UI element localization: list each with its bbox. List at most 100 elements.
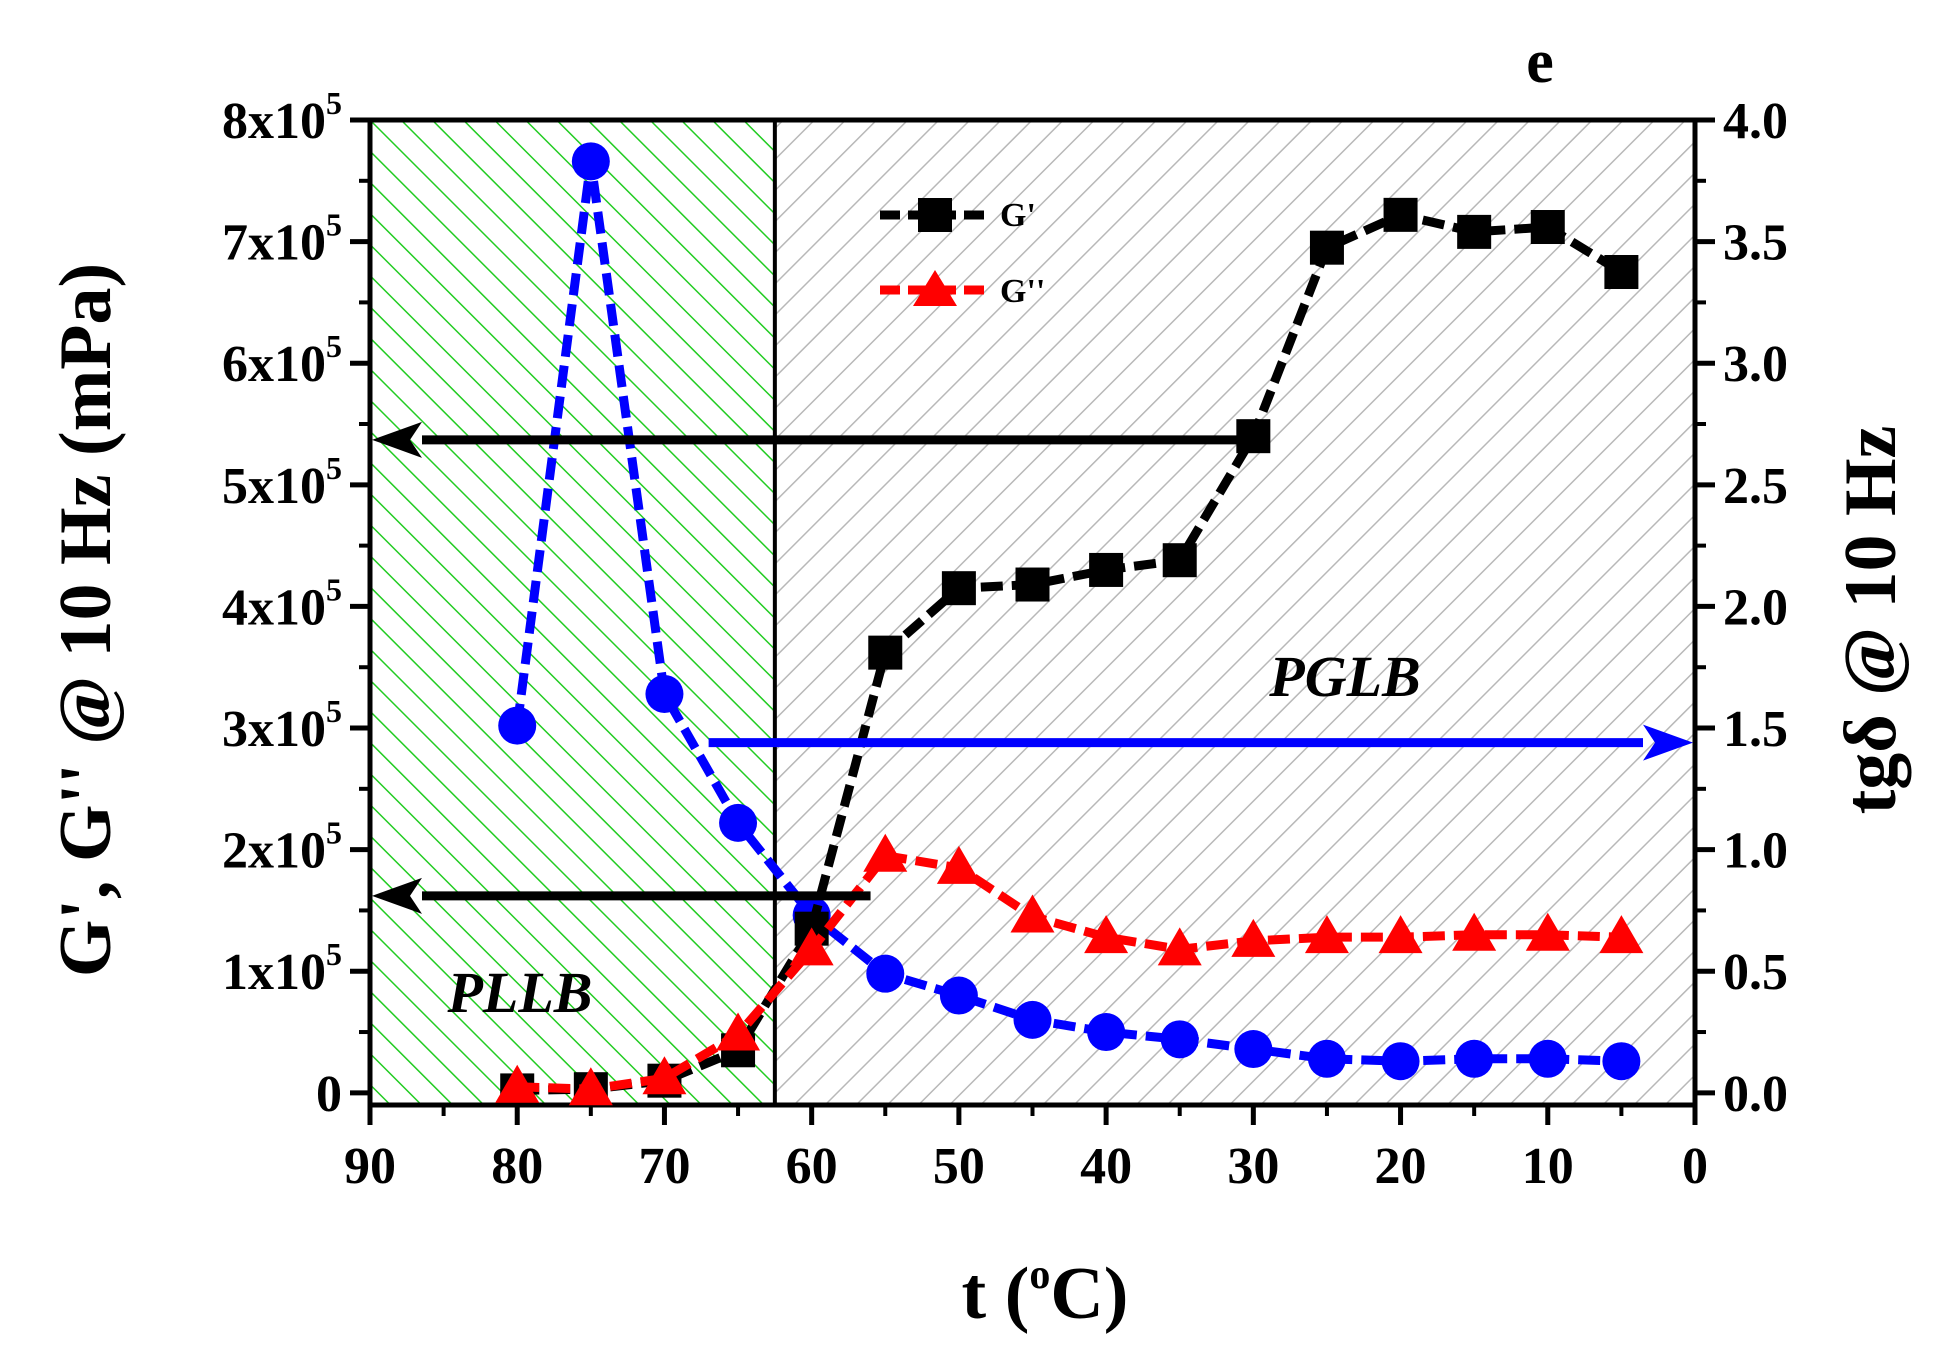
data-point-tan-delta	[866, 954, 905, 993]
panel-label: e	[1526, 28, 1554, 96]
y-tick-label: 1x105	[222, 936, 342, 1001]
data-point-tan-delta	[1528, 1039, 1567, 1078]
data-point-tan-delta	[1160, 1020, 1199, 1059]
axis-arrow-g-prime	[372, 877, 871, 914]
series-g-double-prime	[495, 833, 1644, 1106]
data-point-g-prime	[1162, 543, 1197, 578]
x-axis-title-suffix: C)	[1050, 1253, 1128, 1335]
y-tick-label: 6x105	[222, 328, 342, 393]
y2-tick-label: 3.0	[1723, 336, 1788, 393]
x-axis-title-prefix: t (	[962, 1253, 1030, 1335]
axes: 90 80 70 60 50 40 30 20 10 0 0 1x105 2x105 3x105 4x105…	[222, 85, 1788, 1195]
x-tick-label: 0	[1682, 1138, 1708, 1195]
data-point-g-prime	[941, 571, 976, 606]
y2-tick-label: 0.5	[1723, 944, 1788, 1001]
data-point-g-double-prime	[1378, 915, 1423, 954]
region-pglb	[774, 120, 1695, 1105]
series-g-prime	[500, 197, 1639, 1108]
x-tick-label: 20	[1375, 1138, 1427, 1195]
y2-tick-label: 2.0	[1723, 579, 1788, 636]
data-point-g-double-prime	[1157, 927, 1202, 966]
region-backgrounds	[370, 120, 1695, 1105]
x-tick-label: 50	[933, 1138, 985, 1195]
y2-tick-label: 4.0	[1723, 93, 1788, 150]
data-point-tan-delta	[1013, 1000, 1052, 1039]
axis-arrow-g-prime	[372, 421, 1254, 458]
data-point-tan-delta	[1381, 1042, 1420, 1081]
data-point-g-prime	[1383, 197, 1418, 232]
y-tick-label: 4x105	[222, 571, 342, 636]
data-point-tan-delta	[939, 976, 978, 1015]
data-point-tan-delta	[1455, 1039, 1494, 1078]
series-line-g-double-prime	[517, 851, 1622, 1094]
data-point-g-double-prime	[1599, 915, 1644, 954]
y-tick-label: 5x105	[222, 450, 342, 515]
data-point-tan-delta	[571, 142, 610, 181]
data-point-g-prime	[1604, 255, 1639, 290]
y2-tick-label: 3.5	[1723, 215, 1788, 272]
y2-tick-label: 0.0	[1723, 1066, 1788, 1123]
data-point-tan-delta	[645, 674, 684, 713]
y-tick-label: 3x105	[222, 693, 342, 758]
data-point-tan-delta	[1234, 1030, 1273, 1069]
series-line-g-prime	[517, 210, 1624, 1095]
x-tick-label: 40	[1080, 1138, 1132, 1195]
x-tick-label: 90	[344, 1138, 396, 1195]
axis-arrow-tan-delta	[708, 724, 1693, 761]
data-point-g-double-prime	[1304, 915, 1349, 954]
legend-marker-g-prime	[918, 198, 952, 232]
data-point-g-double-prime	[1010, 894, 1055, 933]
arrows-layer	[372, 421, 1693, 914]
data-point-g-prime	[1089, 552, 1124, 587]
y2-tick-label: 1.0	[1723, 823, 1788, 880]
axis-arrow-head	[1643, 724, 1693, 761]
data-point-g-double-prime	[495, 1064, 540, 1103]
data-point-tan-delta	[1087, 1013, 1126, 1052]
legend-label-g-prime: G'	[1000, 197, 1036, 234]
x-tick-label: 10	[1522, 1138, 1574, 1195]
y-axis-title: G', G'' @ 10 Hz (mPa)	[45, 263, 127, 977]
y-tick-label: 2x105	[222, 815, 342, 880]
data-point-g-prime	[1309, 230, 1344, 265]
data-point-g-double-prime	[936, 845, 981, 884]
region-label-plla: PLLB	[447, 960, 593, 1025]
data-point-tan-delta	[719, 803, 758, 842]
y-tick-label: 8x105	[222, 85, 342, 150]
data-point-g-prime	[868, 635, 903, 670]
axis-arrow-head	[372, 421, 422, 458]
data-point-tan-delta	[1602, 1042, 1641, 1081]
x-tick-label: 70	[638, 1138, 690, 1195]
data-point-g-prime	[1015, 567, 1050, 602]
region-label-pglb: PGLB	[1268, 644, 1420, 709]
y2-tick-label: 2.5	[1723, 458, 1788, 515]
x-axis-title-sup: o	[1029, 1252, 1050, 1298]
data-point-tan-delta	[1307, 1039, 1346, 1078]
legend-label-g-double-prime: G''	[1000, 273, 1045, 310]
x-tick-label: 80	[491, 1138, 543, 1195]
data-point-g-double-prime	[1452, 912, 1497, 951]
x-tick-label: 60	[786, 1138, 838, 1195]
legend-marker-g-double-prime	[913, 270, 957, 306]
series-line-tan-delta	[512, 156, 1622, 1066]
legend: G' G''	[880, 197, 1045, 310]
data-point-g-double-prime	[1084, 915, 1129, 954]
data-point-g-double-prime	[789, 927, 834, 966]
data-point-g-double-prime	[568, 1067, 613, 1106]
series-layer	[495, 142, 1644, 1108]
x-axis-title: t (oC)	[962, 1252, 1129, 1335]
data-point-g-double-prime	[716, 1012, 761, 1051]
y-tick-label: 0	[316, 1066, 342, 1123]
data-point-g-double-prime	[1525, 912, 1570, 951]
y-tick-label: 7x105	[222, 207, 342, 272]
axis-arrow-head	[372, 877, 422, 914]
data-point-g-double-prime	[642, 1056, 687, 1095]
region-pllb	[370, 120, 775, 1105]
y2-axis-title: tgδ @ 10 Hz	[1830, 426, 1912, 815]
x-tick-label: 30	[1227, 1138, 1279, 1195]
data-point-g-double-prime	[863, 833, 908, 872]
data-point-g-prime	[1530, 210, 1565, 245]
y2-tick-label: 1.5	[1723, 701, 1788, 758]
data-point-g-prime	[1457, 214, 1492, 249]
data-point-g-double-prime	[1231, 918, 1276, 957]
